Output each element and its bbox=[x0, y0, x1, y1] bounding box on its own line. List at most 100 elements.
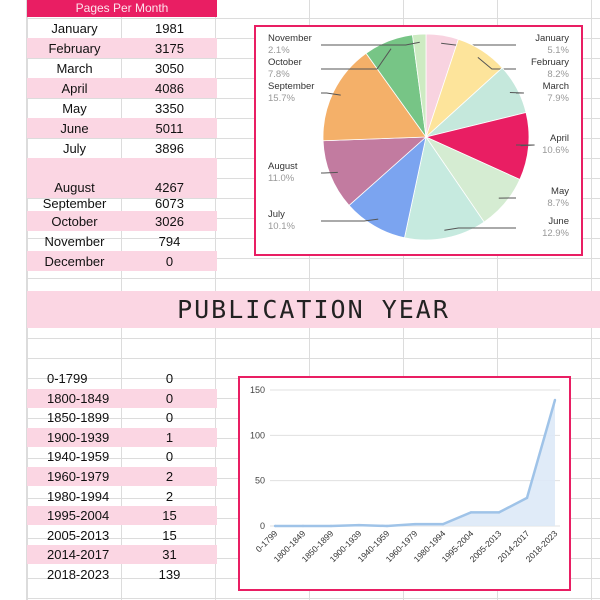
month-row: August 4267 bbox=[27, 158, 217, 198]
pie-label: June bbox=[548, 216, 569, 227]
data-point bbox=[357, 523, 361, 527]
year-row: 1850-1899 0 bbox=[27, 408, 217, 427]
month-pages: 3175 bbox=[155, 40, 184, 56]
year-range-label: 2014-2017 bbox=[47, 547, 110, 563]
pie-slice-august bbox=[322, 136, 428, 206]
pie-label: January bbox=[535, 33, 569, 44]
pie-leader-line bbox=[321, 41, 420, 46]
pie-leader-line bbox=[509, 91, 524, 94]
year-row: 2005-2013 15 bbox=[27, 526, 217, 545]
y-tick-label: 150 bbox=[250, 385, 265, 395]
pie-chart: January5.1%February8.2%March7.9%April10.… bbox=[268, 33, 570, 241]
month-row: June 5011 bbox=[27, 118, 217, 138]
pie-leader-line bbox=[441, 42, 516, 46]
y-tick-label: 100 bbox=[250, 430, 265, 440]
month-label: March bbox=[56, 60, 93, 76]
y-tick-label: 0 bbox=[260, 521, 265, 531]
year-range-label: 1960-1979 bbox=[47, 469, 110, 484]
month-pages: 794 bbox=[158, 233, 181, 249]
pie-percent-label: 2.1% bbox=[268, 45, 290, 56]
year-count: 31 bbox=[162, 547, 177, 563]
month-label: October bbox=[51, 213, 98, 229]
month-row: July 3896 bbox=[27, 138, 217, 158]
month-label: May bbox=[62, 100, 87, 116]
area-chart-box: 0 50 100 150 0-1799 1800-1849 1850-1899 1900-19… bbox=[238, 376, 571, 591]
year-range-label: 2005-2013 bbox=[47, 527, 110, 543]
month-pages: 3350 bbox=[155, 100, 184, 116]
year-count: 1 bbox=[165, 429, 174, 445]
pie-percent-label: 10.6% bbox=[542, 145, 569, 156]
y-tick-label: 50 bbox=[255, 476, 265, 486]
year-count: 15 bbox=[162, 527, 177, 543]
pie-label: May bbox=[551, 186, 569, 197]
pie-label: March bbox=[543, 81, 569, 92]
year-count: 2 bbox=[165, 488, 174, 504]
month-pages: 3026 bbox=[155, 213, 184, 229]
pie-slice-november bbox=[412, 33, 427, 138]
year-count: 0 bbox=[165, 410, 174, 426]
data-point bbox=[497, 511, 501, 514]
month-pages: 3896 bbox=[155, 140, 184, 156]
pie-percent-label: 8.2% bbox=[547, 69, 569, 80]
pie-percent-label: 12.9% bbox=[542, 228, 569, 239]
pie-leader-line bbox=[477, 57, 516, 70]
month-row: March 3050 bbox=[27, 58, 217, 78]
year-range-label: 1900-1939 bbox=[47, 429, 110, 445]
year-range-label: 1850-1899 bbox=[47, 410, 110, 426]
data-point bbox=[329, 524, 333, 528]
pie-slice-september bbox=[322, 52, 427, 142]
pie-label: February bbox=[531, 57, 569, 68]
area-fill bbox=[275, 399, 555, 526]
pie-percent-label: 8.7% bbox=[547, 198, 569, 209]
pie-leader-line bbox=[321, 48, 392, 70]
pie-percent-label: 7.9% bbox=[547, 93, 569, 104]
pie-leader-line bbox=[321, 92, 341, 96]
month-row: November 794 bbox=[27, 231, 217, 251]
pie-label: November bbox=[268, 33, 312, 44]
pie-percent-label: 15.7% bbox=[268, 93, 295, 104]
year-count: 2 bbox=[165, 469, 174, 484]
data-point bbox=[301, 524, 305, 528]
pages-per-month-header: Pages Per Month bbox=[27, 0, 217, 17]
month-label: January bbox=[51, 20, 98, 36]
x-tick-label: 0-1799 bbox=[254, 528, 280, 554]
pie-percent-label: 10.1% bbox=[268, 221, 295, 232]
year-range-label: 1980-1994 bbox=[47, 488, 110, 504]
publication-year-banner: PUBLICATION YEAR bbox=[27, 291, 600, 328]
pie-leader-line bbox=[444, 227, 516, 231]
data-point bbox=[525, 496, 529, 500]
month-row: February 3175 bbox=[27, 38, 217, 58]
year-count: 139 bbox=[158, 567, 181, 582]
year-row: 0-1799 0 bbox=[27, 369, 217, 388]
year-row: 1960-1979 2 bbox=[27, 467, 217, 486]
month-row: October 3026 bbox=[27, 211, 217, 231]
year-count: 0 bbox=[165, 390, 174, 406]
data-point bbox=[273, 524, 277, 528]
month-label: July bbox=[62, 140, 87, 156]
year-range-label: 2018-2023 bbox=[47, 567, 110, 582]
month-pages: 6073 bbox=[155, 195, 184, 211]
year-range-label: 1995-2004 bbox=[47, 508, 110, 524]
year-range-label: 1800-1849 bbox=[47, 390, 110, 406]
month-label: June bbox=[60, 120, 89, 136]
month-pages: 0 bbox=[165, 253, 174, 269]
year-range-label: 1940-1959 bbox=[47, 449, 110, 465]
year-row: 2014-2017 31 bbox=[27, 545, 217, 565]
pie-slice-april bbox=[424, 112, 530, 181]
year-row: 2018-2023 139 bbox=[27, 565, 217, 584]
year-row: 1980-1994 2 bbox=[27, 487, 217, 506]
data-point bbox=[441, 522, 445, 526]
pie-label: October bbox=[268, 57, 302, 68]
month-label: September bbox=[42, 195, 107, 211]
year-row: 1900-1939 1 bbox=[27, 427, 217, 447]
month-row: April 4086 bbox=[27, 78, 217, 98]
pie-leader-line bbox=[321, 218, 379, 222]
year-count: 15 bbox=[162, 508, 177, 524]
month-label: February bbox=[48, 40, 101, 56]
month-label: November bbox=[44, 233, 105, 249]
month-label: December bbox=[44, 253, 105, 269]
area-chart: 0501001500-17991800-18491850-18991900-19… bbox=[250, 385, 560, 564]
year-row: 1800-1849 0 bbox=[27, 388, 217, 408]
pie-chart-box: January 5.1% February 8.2% March 7.9% April 10.… bbox=[254, 25, 583, 256]
year-count: 0 bbox=[165, 371, 174, 386]
